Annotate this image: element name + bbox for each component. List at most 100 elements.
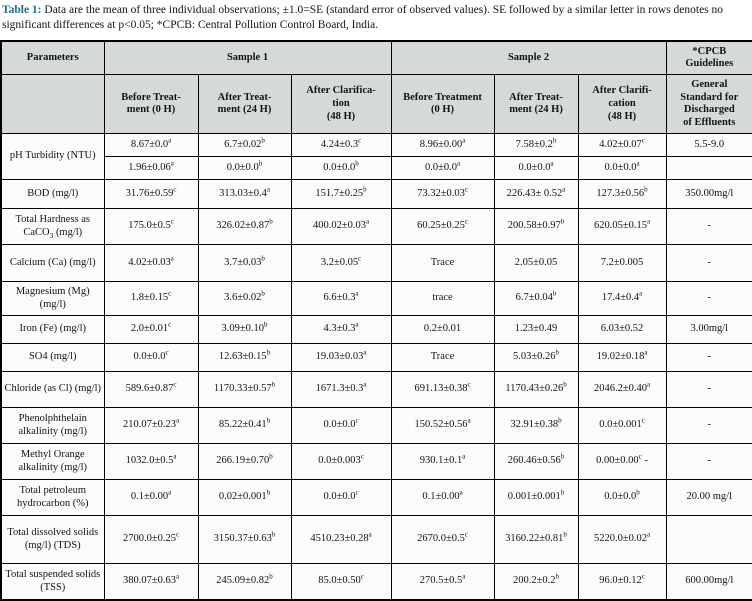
value-cell: 0.0±0.0c: [290, 407, 392, 445]
value-cell: 0.1±0.00a: [103, 479, 199, 517]
value-cell: 0.0±0.003c: [290, 443, 392, 481]
value-cell: 19.02±0.18a: [577, 343, 667, 373]
value-cell: 3150.37±0.63b: [197, 515, 292, 565]
value-cell: 0.0±0.001c: [577, 407, 667, 445]
table-row: Total suspended solids (TSS) 380.07±0.63a…: [0, 563, 752, 601]
parameter-cell: Total petroleum hydrocarbon (%): [0, 479, 105, 517]
table-caption: Table 1: Data are the mean of three indi…: [0, 0, 752, 33]
parameter-cell: Magnesium (Mg) (mg/l): [0, 281, 105, 317]
value-cell: 313.03±0.4a: [197, 179, 292, 210]
value-cell: 0.00±0.00c -: [577, 443, 667, 481]
value-cell: 0.0±0.0b: [577, 479, 667, 517]
parameter-cell: Chloride (as Cl) (mg/l): [0, 371, 105, 409]
value-cell: 6.7±0.02b: [197, 133, 292, 158]
value-cell: 400.02±0.03a: [290, 208, 392, 246]
guideline-cell: 600.00mg/l: [665, 563, 752, 601]
value-cell: 245.09±0.82b: [197, 563, 292, 601]
value-cell: 1.96±0.06a: [103, 156, 199, 181]
parameter-cell: SO4 (mg/l): [0, 343, 105, 373]
column-header-s1-before-treatment: Before Treat- ment (0 H): [103, 74, 199, 135]
table-row: SO4 (mg/l) 0.0±0.0c 12.63±0.15b 19.03±0.03a…: [0, 343, 752, 373]
value-cell: 930.1±0.1a: [390, 443, 495, 481]
value-cell: 620.05±0.15a: [577, 208, 667, 246]
guideline-cell: -: [665, 443, 752, 481]
column-header-general-standard: General Standard for Discharged of Efflu…: [665, 74, 752, 135]
parameter-cell: Total dissolved solids (mg/l) (TDS): [0, 515, 105, 565]
column-header-s2-after-treatment: After Treat- ment (24 H): [493, 74, 579, 135]
guideline-cell: -: [665, 407, 752, 445]
value-cell: 3.2±0.05c: [290, 244, 392, 283]
value-cell: 0.001±0.001b: [493, 479, 579, 517]
value-cell: 0.0±0.0b: [197, 156, 292, 181]
value-cell: 4.02±0.07c: [577, 133, 667, 158]
value-cell: 0.2±0.01: [390, 315, 495, 345]
value-cell: 8.96±0.00a: [390, 133, 495, 158]
value-cell: 5220.0±0.02a: [577, 515, 667, 565]
value-cell: 2.0±0.01c: [103, 315, 199, 345]
table-row: Calcium (Ca) (mg/l) 4.02±0.03a 3.7±0.03b 3.…: [0, 244, 752, 283]
value-cell: 200.2±0.2b: [493, 563, 579, 601]
value-cell: 1170.43±0.26b: [493, 371, 579, 409]
value-cell: Trace: [390, 244, 495, 283]
value-cell: 260.46±0.56b: [493, 443, 579, 481]
value-cell: 6.7±0.04b: [493, 281, 579, 317]
column-header-s2-before-treatment: Before Treatment (0 H): [390, 74, 495, 135]
table-row: Methyl Orange alkalinity (mg/l) 1032.0±0.…: [0, 443, 752, 481]
table-row: Total petroleum hydrocarbon (%) 0.1±0.00a…: [0, 479, 752, 517]
value-cell: 6.03±0.52: [577, 315, 667, 345]
table-row: BOD (mg/l) 31.76±0.59c 313.03±0.4a 151.7±0.…: [0, 179, 752, 210]
value-cell: 0.0±0.0c: [290, 479, 392, 517]
guideline-cell: -: [665, 244, 752, 283]
value-cell: 151.7±0.25b: [290, 179, 392, 210]
column-header-sample1: Sample 1: [103, 40, 392, 76]
value-cell: 127.3±0.56b: [577, 179, 667, 210]
value-cell: 1.8±0.15c: [103, 281, 199, 317]
value-cell: 4.02±0.03a: [103, 244, 199, 283]
value-cell: 1170.33±0.57b: [197, 371, 292, 409]
value-cell: 589.6±0.87c: [103, 371, 199, 409]
value-cell: 4.3±0.3a: [290, 315, 392, 345]
value-cell: trace: [390, 281, 495, 317]
value-cell: 7.58±0.2b: [493, 133, 579, 158]
value-cell: 0.0±0.0c: [103, 343, 199, 373]
parameter-cell: Phenolphthelain alkalinity (mg/l): [0, 407, 105, 445]
table-row: Total dissolved solids (mg/l) (TDS) 2700.…: [0, 515, 752, 565]
table-row: Phenolphthelain alkalinity (mg/l) 210.07±…: [0, 407, 752, 445]
value-cell: 32.91±0.38b: [493, 407, 579, 445]
guideline-cell: -: [665, 208, 752, 246]
column-header-sample2: Sample 2: [390, 40, 667, 76]
table-row: pH Turbidity (NTU) 8.67±0.0a 6.7±0.02b 4.24…: [0, 133, 752, 181]
value-cell: 3.7±0.03b: [197, 244, 292, 283]
guideline-cell: [665, 515, 752, 565]
value-cell: 19.03±0.03a: [290, 343, 392, 373]
value-cell: 73.32±0.03c: [390, 179, 495, 210]
table-row: Iron (Fe) (mg/l) 2.0±0.01c 3.09±0.10b 4.3±0…: [0, 315, 752, 345]
value-cell: 1671.3±0.3a: [290, 371, 392, 409]
guideline-cell: [665, 156, 752, 181]
column-header-cpcb-guidelines: *CPCB Guidelines: [665, 40, 752, 76]
value-cell: 85.0±0.50c: [290, 563, 392, 601]
value-cell: 0.1±0.00a: [390, 479, 495, 517]
guideline-cell: 5.5-9.0: [665, 133, 752, 158]
value-cell: 0.02±0.001b: [197, 479, 292, 517]
column-header-s1-after-treatment: After Treat- ment (24 H): [197, 74, 292, 135]
table-row: Magnesium (Mg) (mg/l) 1.8±0.15c 3.6±0.02b 6…: [0, 281, 752, 317]
value-cell: 7.2±0.005: [577, 244, 667, 283]
value-cell: 270.5±0.5a: [390, 563, 495, 601]
value-cell: 1.23±0.49: [493, 315, 579, 345]
parameter-cell: Calcium (Ca) (mg/l): [0, 244, 105, 283]
value-cell: 5.03±0.26b: [493, 343, 579, 373]
value-cell: 200.58±0.97b: [493, 208, 579, 246]
table-row: Total Hardness as CaCO3 (mg/l) 175.0±0.5c…: [0, 208, 752, 246]
parameter-cell: BOD (mg/l): [0, 179, 105, 210]
parameter-cell: Methyl Orange alkalinity (mg/l): [0, 443, 105, 481]
value-cell: 3.6±0.02b: [197, 281, 292, 317]
value-cell: 4.24±0.3c: [290, 133, 392, 158]
value-cell: 0.0±0.0a: [577, 156, 667, 181]
guideline-cell: 20.00 mg/l: [665, 479, 752, 517]
value-cell: 2.05±0.05: [493, 244, 579, 283]
parameter-cell: Total Hardness as CaCO3 (mg/l): [0, 208, 105, 246]
value-cell: 2700.0±0.25c: [103, 515, 199, 565]
value-cell: 266.19±0.70b: [197, 443, 292, 481]
guideline-cell: 3.00mg/l: [665, 315, 752, 345]
